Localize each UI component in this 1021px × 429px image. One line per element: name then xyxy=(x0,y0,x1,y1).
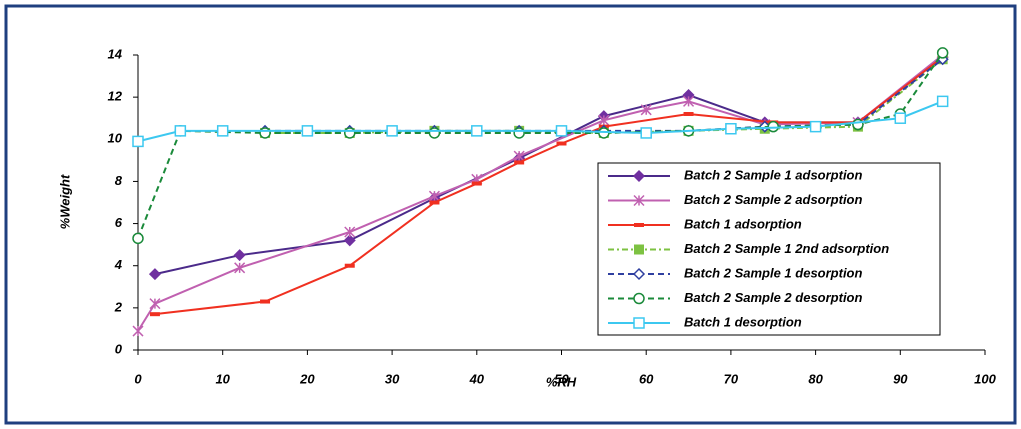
x-tick-label: 10 xyxy=(215,371,230,386)
legend-label: Batch 2 Sample 2 desorption xyxy=(684,290,862,305)
series-line xyxy=(137,52,944,239)
marker xyxy=(132,135,144,148)
y-tick-label: 2 xyxy=(114,299,123,314)
legend-label: Batch 2 Sample 1 desorption xyxy=(684,265,862,280)
x-tick-label: 20 xyxy=(299,371,315,386)
marker xyxy=(936,95,949,108)
marker xyxy=(234,262,246,274)
x-tick-label: 80 xyxy=(808,371,823,386)
marker xyxy=(428,190,440,202)
marker xyxy=(428,127,441,139)
marker xyxy=(556,141,567,146)
marker xyxy=(513,127,525,139)
marker xyxy=(471,181,482,186)
x-tick-label: 30 xyxy=(385,371,400,386)
legend-marker xyxy=(634,223,644,227)
y-axis-title: %Weight xyxy=(57,174,72,229)
legend-marker xyxy=(633,170,645,182)
legend-label: Batch 2 Sample 2 adsorption xyxy=(684,192,862,207)
x-tick-label: 90 xyxy=(893,371,908,386)
marker xyxy=(344,127,356,139)
marker xyxy=(301,125,314,137)
marker xyxy=(216,125,229,137)
marker xyxy=(429,200,440,205)
series-line xyxy=(137,100,944,143)
y-tick-label: 0 xyxy=(115,341,123,356)
legend-marker xyxy=(633,292,645,305)
marker xyxy=(894,112,907,124)
legend-marker xyxy=(633,194,645,207)
x-tick-label: 60 xyxy=(639,371,654,386)
x-tick-label: 70 xyxy=(724,371,739,386)
marker xyxy=(598,114,610,126)
legend-label: Batch 1 desorption xyxy=(684,314,802,329)
series-line xyxy=(154,56,944,316)
legend-marker xyxy=(633,317,645,329)
x-tick-label: 0 xyxy=(134,371,142,386)
marker xyxy=(233,249,246,262)
marker xyxy=(132,325,144,337)
y-tick-label: 8 xyxy=(115,173,123,188)
legend-label: Batch 1 adsorption xyxy=(684,216,802,231)
y-tick-label: 12 xyxy=(108,89,123,104)
legend-label: Batch 2 Sample 1 2nd adsorption xyxy=(684,241,889,256)
y-tick-label: 10 xyxy=(108,131,123,146)
marker xyxy=(148,268,161,281)
marker xyxy=(174,125,187,137)
marker xyxy=(344,226,356,238)
legend-marker xyxy=(634,244,644,255)
y-tick-label: 14 xyxy=(108,46,123,61)
marker xyxy=(683,95,695,107)
marker xyxy=(343,234,356,247)
marker xyxy=(683,112,694,116)
marker xyxy=(149,312,160,317)
marker xyxy=(386,125,398,137)
marker xyxy=(809,120,822,133)
marker xyxy=(513,150,525,162)
marker xyxy=(259,127,271,139)
y-tick-label: 4 xyxy=(114,257,123,272)
marker xyxy=(514,160,525,165)
marker xyxy=(471,125,483,137)
marker xyxy=(344,263,355,268)
marker xyxy=(852,118,864,131)
marker xyxy=(260,299,271,304)
marker xyxy=(725,123,737,135)
legend-marker xyxy=(632,267,646,281)
marker xyxy=(149,298,161,310)
legend: Batch 2 Sample 1 adsorption Batch 2 Sampl… xyxy=(597,162,941,336)
x-axis-title: %RH xyxy=(546,374,577,389)
marker xyxy=(640,127,652,139)
x-tick-label: 100 xyxy=(974,371,996,386)
x-tick-label: 50 xyxy=(554,371,569,386)
x-tick-label: 40 xyxy=(469,371,485,386)
marker xyxy=(936,47,949,59)
legend-label: Batch 2 Sample 1 adsorption xyxy=(684,167,862,182)
y-tick-label: 6 xyxy=(115,215,123,230)
marker xyxy=(640,104,652,116)
marker xyxy=(132,232,144,245)
marker xyxy=(555,125,568,137)
